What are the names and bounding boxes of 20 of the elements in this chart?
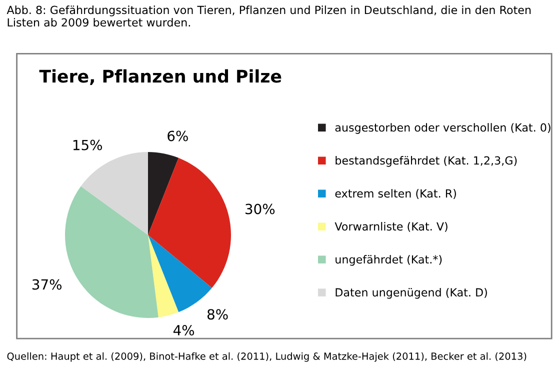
legend-label: Vorwarnliste (Kat. V) bbox=[334, 222, 448, 232]
legend-label: ausgestorben oder verschollen (Kat. 0) bbox=[335, 123, 550, 134]
chart-title: Abb. 8: Gefährdungssituation von Tieren, Pflanzen und Pilzen in Deutschland, die in den Roten Listen ab 2009 bewertet wurden. bbox=[6, 6, 531, 27]
pie-slice bbox=[148, 152, 179, 235]
data-label: 6% bbox=[168, 130, 188, 142]
data-label: 30% bbox=[246, 204, 275, 214]
legend-label: ungefährdet (Kat.*) bbox=[336, 254, 442, 266]
legend-label: extrem selten (Kat. R) bbox=[335, 189, 456, 199]
source-note: Quellen: Haupt et al. (2009), Binot-Hafke et al. (2011), Ludwig & Matzke-Hajek (2011), Becker et al. (2013) bbox=[7, 352, 526, 362]
pie-slice bbox=[148, 158, 231, 288]
pie-slice bbox=[65, 186, 158, 318]
legend-label: bestandsgefährdet (Kat. 1,2,3,G) bbox=[336, 156, 517, 167]
chart-subtitle: Tiere, Pflanzen und Pilze bbox=[39, 69, 282, 85]
pie-slice bbox=[148, 235, 179, 318]
data-label: 15% bbox=[73, 140, 102, 150]
data-label: 37% bbox=[32, 279, 62, 290]
data-label: 8% bbox=[207, 309, 228, 320]
pie-slice bbox=[80, 152, 148, 235]
data-label: 4% bbox=[173, 324, 194, 336]
legend-label: Daten ungenügend (Kat. D) bbox=[336, 288, 487, 299]
